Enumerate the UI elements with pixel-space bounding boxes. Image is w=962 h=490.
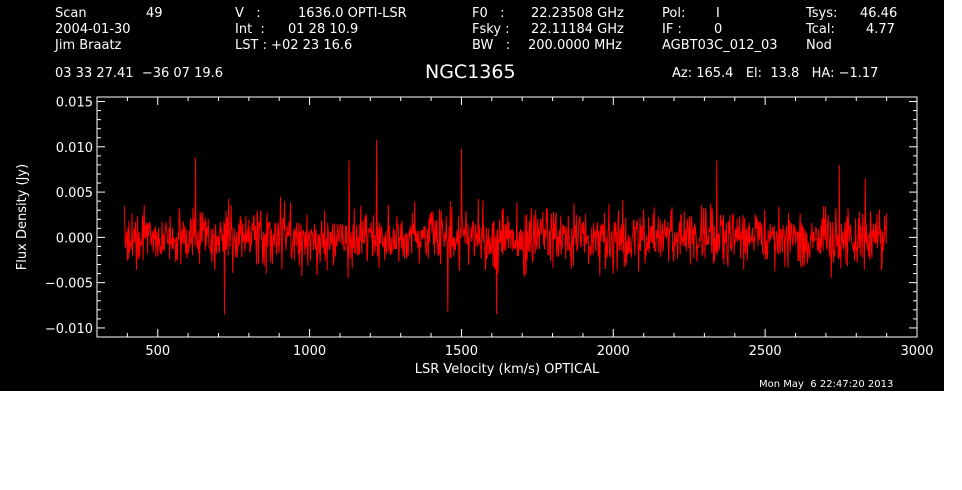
obs-date: 2004-01-30 <box>55 22 131 37</box>
velocity-value: 1636.0 OPTI-LSR <box>298 6 407 21</box>
tsys-label: Tsys: <box>806 6 838 21</box>
if-value: 0 <box>714 22 723 37</box>
scan-value: 49 <box>146 6 163 21</box>
x-axis-label: LSR Velocity (km/s) OPTICAL <box>415 362 600 377</box>
tcal-value: 4.77 <box>866 22 895 37</box>
coordinates: 03 33 27.41 −36 07 19.6 <box>55 66 224 81</box>
fsky-value: 22.11184 GHz <box>531 22 624 37</box>
pol-value: I <box>716 6 720 21</box>
x-tick-label: 2500 <box>749 344 782 359</box>
x-tick-label: 2000 <box>597 344 630 359</box>
velocity-label: V : <box>235 6 261 21</box>
y-tick-label: −0.005 <box>45 277 93 292</box>
scan-label: Scan <box>55 6 87 21</box>
x-tick-label: 1500 <box>445 344 478 359</box>
bw-value: 200.0000 MHz <box>528 38 622 53</box>
plot-panel: Scan 49 2004-01-30 Jim Braatz V : 1636.0… <box>0 0 944 391</box>
f0-value: 22.23508 GHz <box>531 6 624 21</box>
y-axis-label: Flux Density (Jy) <box>15 164 30 270</box>
fsky-label: Fsky : <box>472 22 510 37</box>
project-id: AGBT03C_012_03 <box>662 38 778 53</box>
y-tick-label: 0.000 <box>56 231 93 246</box>
x-tick-label: 3000 <box>900 344 933 359</box>
if-label: IF : <box>662 22 682 37</box>
lst-label: LST : +02 23 16.6 <box>235 38 353 53</box>
y-tick-label: 0.005 <box>56 186 93 201</box>
bw-label: BW : <box>472 38 511 53</box>
y-tick-label: 0.015 <box>56 96 93 111</box>
f0-label: F0 : <box>472 6 505 21</box>
y-tick-label: 0.010 <box>56 141 93 156</box>
spectrum-series-line <box>123 139 888 315</box>
observer: Jim Braatz <box>55 38 122 53</box>
pol-label: Pol: <box>662 6 686 21</box>
x-tick-label: 1000 <box>293 344 326 359</box>
tsys-value: 46.46 <box>860 6 898 21</box>
chart-title: NGC1365 <box>425 61 516 83</box>
y-tick-label: −0.010 <box>45 322 93 337</box>
timestamp: Mon May 6 22:47:20 2013 <box>759 379 894 390</box>
int-value: 01 28 10.9 <box>288 22 359 37</box>
x-tick-label: 500 <box>145 344 170 359</box>
tcal-label: Tcal: <box>806 22 835 37</box>
int-label: Int : <box>235 22 265 37</box>
plot-frame <box>96 96 918 338</box>
az-el-ha: Az: 165.4 El: 13.8 HA: −1.17 <box>672 66 879 81</box>
mode: Nod <box>806 38 832 53</box>
spectrum-plot: 500 1000 1500 2000 2500 3000 −0.010 −0.005 0.000… <box>15 96 934 377</box>
